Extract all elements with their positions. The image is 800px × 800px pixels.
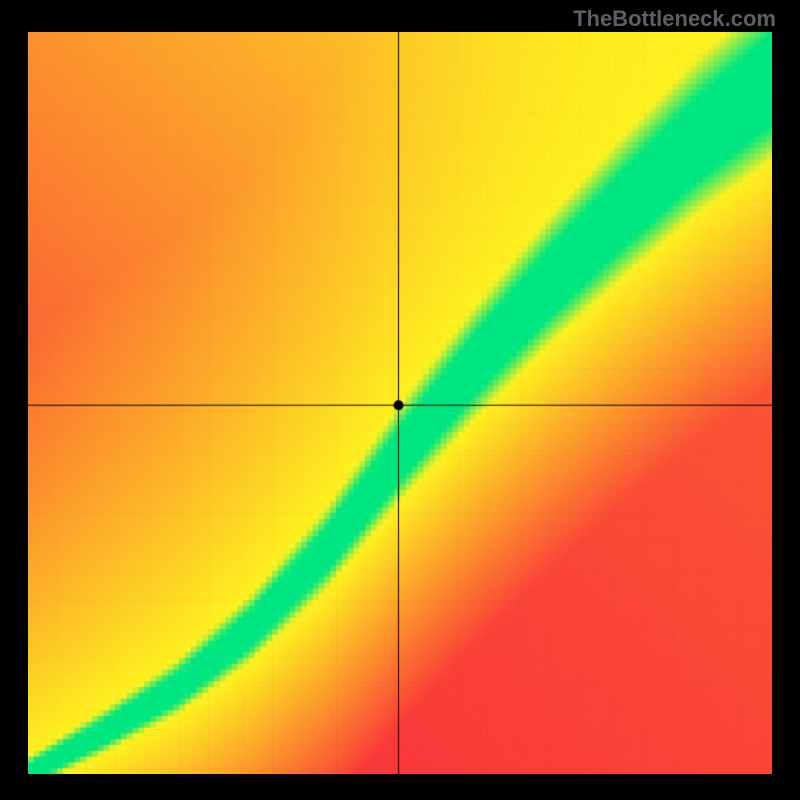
chart-container: TheBottleneck.com xyxy=(0,0,800,800)
bottleneck-heatmap xyxy=(28,32,772,774)
watermark-text: TheBottleneck.com xyxy=(573,6,776,32)
plot-area xyxy=(28,32,772,774)
